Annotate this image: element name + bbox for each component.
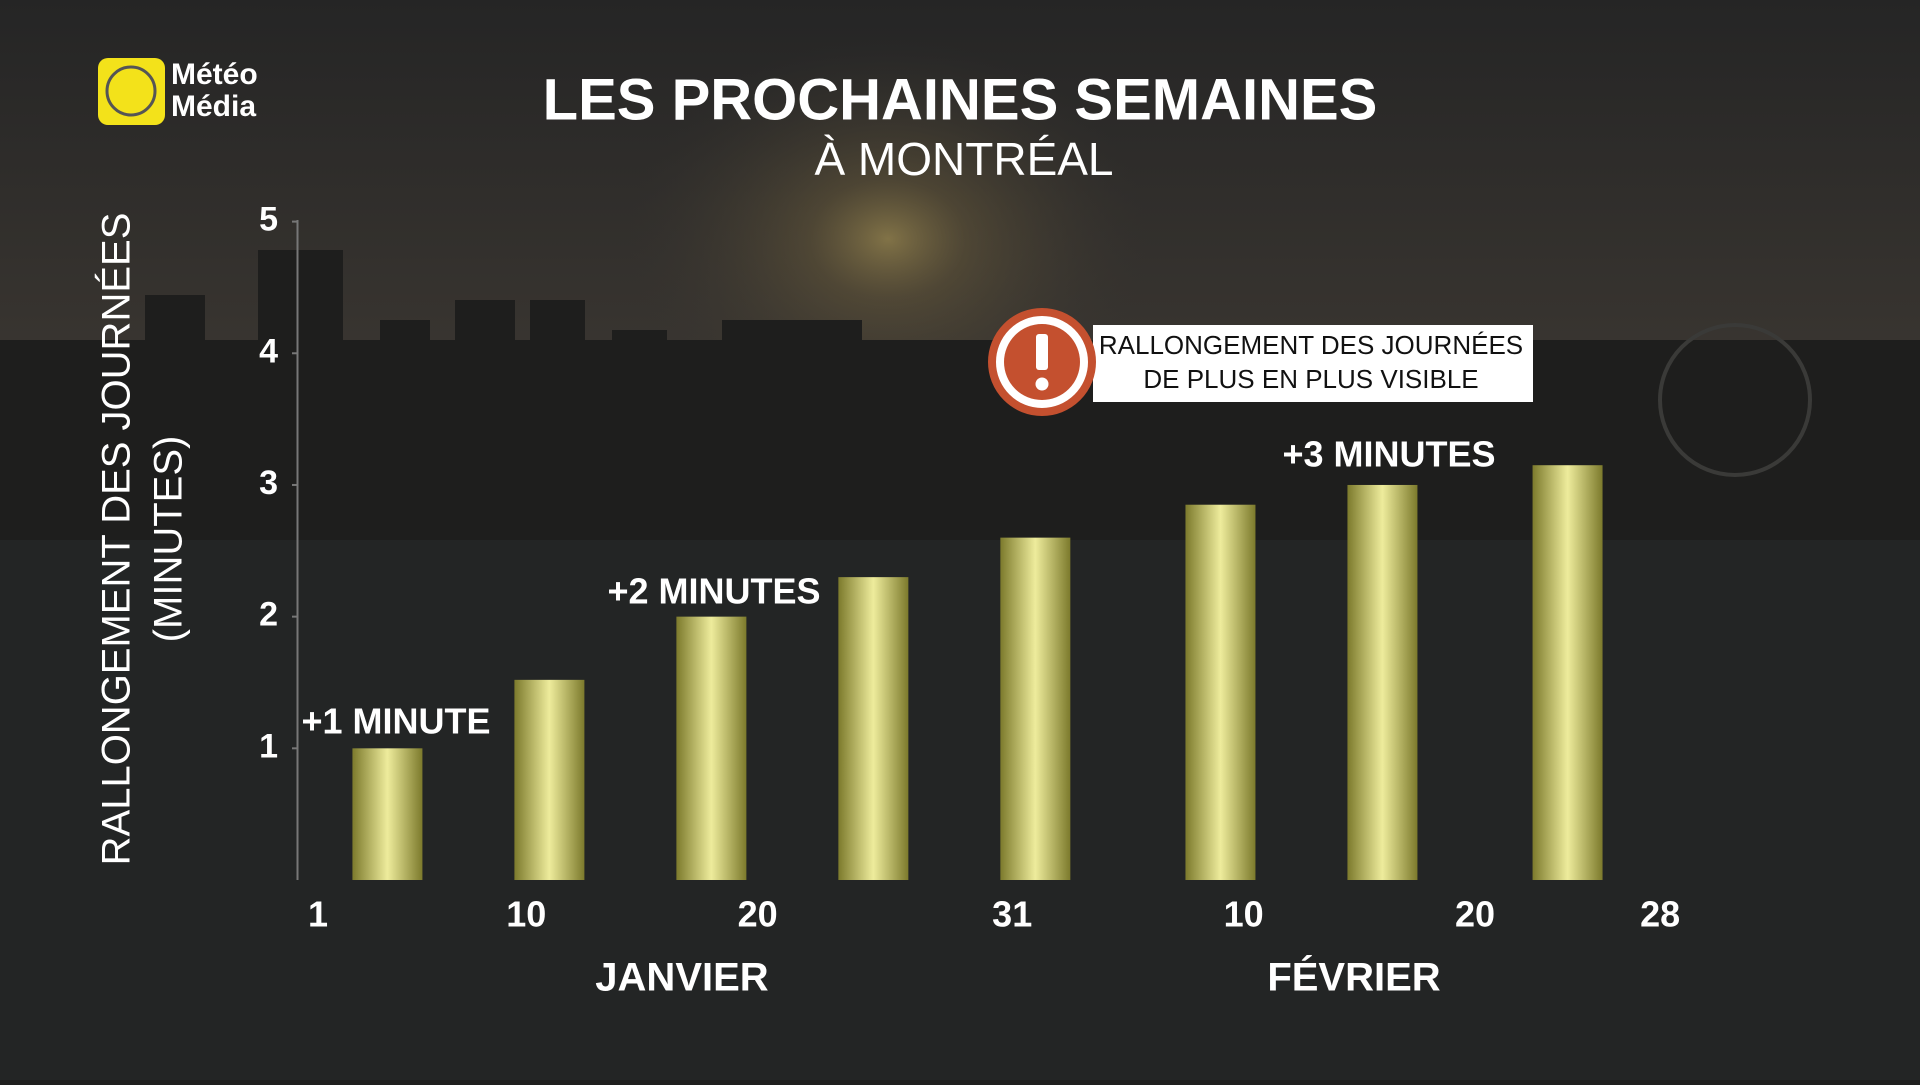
bars xyxy=(352,465,1603,880)
x-group-label: FÉVRIER xyxy=(1267,955,1440,1000)
chart-subtitle: À MONTRÉAL xyxy=(814,133,1113,185)
y-axis-title-line: RALLONGEMENT DES JOURNÉES xyxy=(94,213,139,866)
logo-text: Météo xyxy=(171,58,258,91)
bar xyxy=(1532,465,1603,880)
y-tick-label: 3 xyxy=(259,464,278,502)
callout-text: DE PLUS EN PLUS VISIBLE xyxy=(1143,364,1478,394)
callout-box xyxy=(1093,325,1533,402)
y-tick-label: 5 xyxy=(259,201,278,239)
y-tick-label: 4 xyxy=(259,332,278,370)
y-tick-label: 1 xyxy=(259,727,278,765)
y-axis-title: RALLONGEMENT DES JOURNÉES (MINUTES) xyxy=(94,213,191,866)
callout-icon-bang xyxy=(1036,334,1048,370)
bar xyxy=(514,679,585,880)
x-tick-label: 20 xyxy=(1455,894,1495,935)
bar xyxy=(1185,504,1256,880)
callout-icon-dot xyxy=(1035,377,1049,391)
bar xyxy=(838,577,909,880)
bar xyxy=(1347,484,1418,880)
x-tick-label: 10 xyxy=(1224,894,1264,935)
skyline xyxy=(0,250,1920,550)
x-tick-label: 1 xyxy=(308,894,328,935)
annotation: +1 MINUTE xyxy=(301,701,490,742)
water xyxy=(0,540,1920,1080)
x-group-label: JANVIER xyxy=(595,956,768,1000)
annotation: +2 MINUTES xyxy=(607,571,820,612)
chart-title: LES PROCHAINES SEMAINES xyxy=(543,67,1378,132)
bar xyxy=(352,748,423,880)
bar xyxy=(1000,537,1071,880)
annotation: +3 MINUTES xyxy=(1282,434,1495,475)
logo-text: Média xyxy=(171,90,256,123)
x-tick-label: 10 xyxy=(506,894,546,935)
ferris-wheel xyxy=(1658,323,1812,477)
logo-globe xyxy=(105,65,157,117)
x-tick-label: 31 xyxy=(992,894,1032,935)
y-tick-label: 2 xyxy=(259,596,278,634)
x-tick-label: 20 xyxy=(738,894,778,935)
bar xyxy=(676,616,747,880)
y-axis-title-line: (MINUTES) xyxy=(147,436,191,643)
callout-text: RALLONGEMENT DES JOURNÉES xyxy=(1099,330,1523,360)
x-tick-label: 28 xyxy=(1640,894,1680,935)
